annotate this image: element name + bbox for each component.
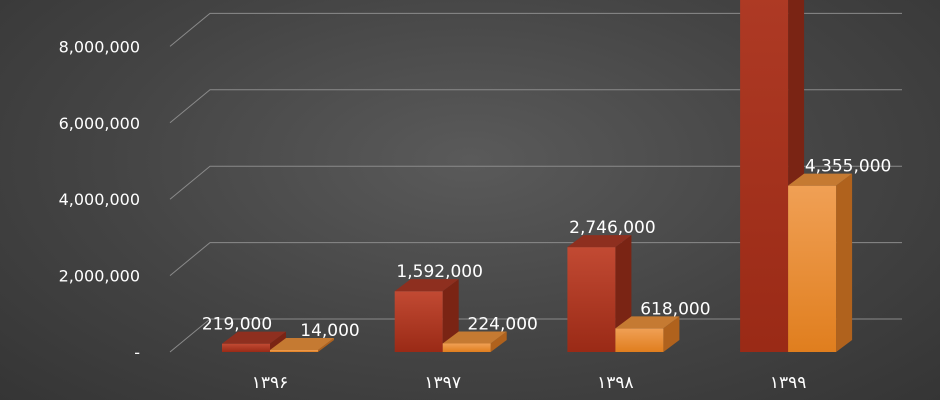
bar-front (740, 0, 789, 352)
bar-side (490, 331, 507, 352)
y-tick-label: 2,000,000 (59, 267, 140, 286)
bar-top (788, 173, 853, 186)
bar-top (222, 331, 286, 344)
bar (222, 331, 286, 352)
data-label: 224,000 (468, 314, 538, 334)
x-axis-categories: ۱۳۹۶ ۱۳۹۷ ۱۳۹۸ ۱۳۹۹ (252, 373, 807, 393)
bar-side (318, 338, 334, 352)
bar-front (394, 291, 443, 352)
x-tick-label: ۱۳۹۹ (770, 373, 807, 393)
bar-side (442, 279, 459, 352)
gridline (169, 242, 902, 276)
data-label: 14,000 (300, 321, 359, 341)
bar-top (394, 279, 459, 292)
data-label: 1,592,000 (396, 262, 483, 282)
bar (394, 279, 459, 352)
bar (442, 331, 507, 352)
x-tick-label: ۱۳۹۶ (252, 373, 289, 393)
y-tick-label: 6,000,000 (59, 114, 140, 133)
data-label: 2,746,000 (569, 218, 656, 238)
bar-top (615, 316, 680, 329)
gridline (169, 12, 902, 47)
bar-side (663, 316, 680, 352)
bar-front (567, 247, 616, 352)
bars (222, 0, 853, 352)
bar-front (442, 343, 491, 352)
bar-top (270, 338, 334, 350)
bar-front (222, 343, 270, 352)
y-tick-label: - (134, 343, 140, 362)
data-label: 618,000 (640, 299, 710, 319)
data-labels: 219,000 14,000 1,592,000 224,000 2,746,000 61… (202, 157, 892, 341)
bar-front (788, 185, 837, 352)
bar (788, 173, 853, 352)
y-axis-ticks: -2,000,0004,000,0006,000,0008,000,00010,… (59, 37, 140, 362)
x-tick-label: ۱۳۹۷ (424, 373, 461, 393)
bar-top (567, 235, 632, 248)
bar-top (442, 331, 507, 344)
bar-side (270, 331, 286, 352)
gridline (169, 165, 902, 200)
bar-front (615, 328, 664, 352)
bar (270, 338, 334, 352)
data-label: 219,000 (202, 315, 272, 335)
y-tick-label: 4,000,000 (59, 190, 140, 209)
y-tick-label: 8,000,000 (59, 37, 140, 56)
data-label: 4,355,000 (805, 157, 892, 177)
bar-side (836, 173, 853, 352)
x-tick-label: ۱۳۹۸ (597, 373, 634, 393)
gridline (169, 89, 902, 124)
bar-front (270, 350, 318, 352)
bar (615, 316, 680, 352)
